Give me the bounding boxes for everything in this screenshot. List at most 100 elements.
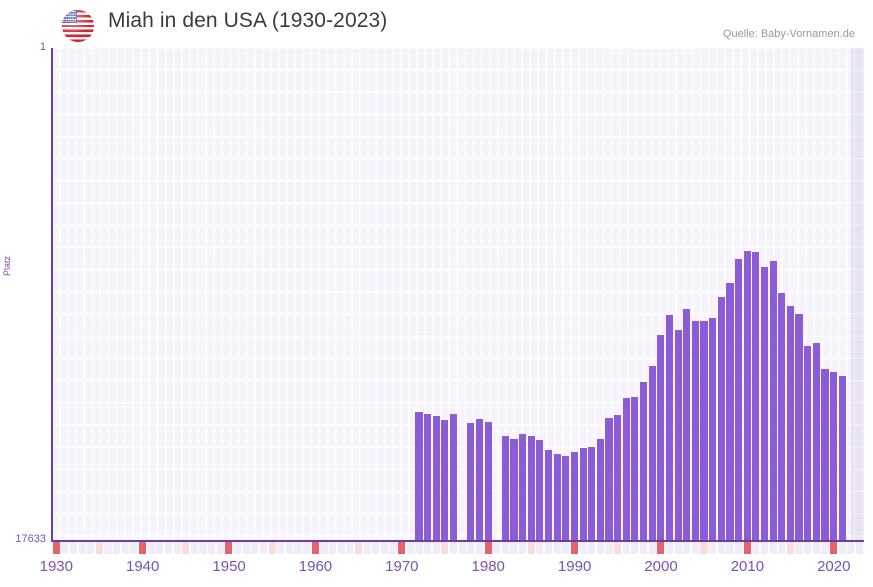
x-tick-marker xyxy=(657,542,665,554)
source-label: Quelle: Baby-Vornamen.de xyxy=(722,28,855,40)
bar[interactable] xyxy=(786,305,794,540)
x-tick-marker xyxy=(449,542,458,554)
bar[interactable] xyxy=(622,398,630,540)
bar[interactable] xyxy=(579,447,587,540)
bar[interactable] xyxy=(726,283,734,540)
bar[interactable] xyxy=(596,439,604,540)
x-tick-marker xyxy=(804,542,812,554)
bar[interactable] xyxy=(562,455,570,540)
bar[interactable] xyxy=(432,416,440,540)
bar[interactable] xyxy=(588,447,596,540)
x-tick-marker xyxy=(510,542,518,554)
x-tick-marker xyxy=(769,542,777,554)
x-tick-marker xyxy=(234,542,242,554)
bar[interactable] xyxy=(553,453,561,540)
bar[interactable] xyxy=(674,329,682,540)
bar[interactable] xyxy=(510,439,518,540)
bar[interactable] xyxy=(760,266,769,540)
x-axis-line xyxy=(51,540,864,542)
x-tick-marker xyxy=(87,542,95,554)
bar[interactable] xyxy=(743,251,751,540)
x-tick-marker xyxy=(493,542,501,554)
bar[interactable] xyxy=(709,318,717,540)
x-tick-marker xyxy=(208,542,216,554)
x-axis-tick-label: 2000 xyxy=(644,558,678,575)
x-tick-marker xyxy=(156,542,164,554)
bar[interactable] xyxy=(570,452,579,540)
x-tick-marker xyxy=(147,542,155,554)
x-tick-marker xyxy=(415,542,423,554)
x-tick-marker xyxy=(190,542,198,554)
bar[interactable] xyxy=(769,260,777,540)
bar[interactable] xyxy=(640,381,648,540)
bar[interactable] xyxy=(838,375,846,540)
bar[interactable] xyxy=(484,422,492,540)
bar[interactable] xyxy=(778,292,786,540)
bar[interactable] xyxy=(648,365,656,540)
x-tick-marker xyxy=(121,542,129,554)
x-tick-marker xyxy=(458,542,466,554)
bar[interactable] xyxy=(424,414,432,540)
x-tick-marker xyxy=(683,542,691,554)
x-tick-marker xyxy=(536,542,544,554)
bar[interactable] xyxy=(665,315,674,540)
bar[interactable] xyxy=(527,435,535,540)
bar[interactable] xyxy=(717,296,725,540)
x-tick-marker xyxy=(631,542,639,554)
bar[interactable] xyxy=(683,309,691,540)
x-tick-marker xyxy=(138,542,147,554)
bar[interactable] xyxy=(501,436,509,540)
bar-series xyxy=(52,48,864,540)
x-tick-marker xyxy=(69,542,77,554)
x-tick-marker xyxy=(372,542,380,554)
x-tick-marker xyxy=(441,542,449,554)
bar[interactable] xyxy=(804,345,812,540)
x-tick-marker xyxy=(588,542,596,554)
x-tick-marker xyxy=(648,542,656,554)
bar[interactable] xyxy=(631,397,639,540)
x-tick-marker xyxy=(760,542,769,554)
bar[interactable] xyxy=(605,417,613,540)
bar[interactable] xyxy=(519,434,527,540)
bar[interactable] xyxy=(657,334,665,540)
bar[interactable] xyxy=(830,372,838,540)
x-axis-tick-label: 1950 xyxy=(212,558,246,575)
y-axis-title: Platz xyxy=(2,255,12,276)
bar[interactable] xyxy=(691,320,699,540)
bar[interactable] xyxy=(441,419,449,540)
bar[interactable] xyxy=(475,419,483,540)
x-tick-marker xyxy=(544,542,553,554)
x-tick-marker xyxy=(691,542,699,554)
page-title: Miah in den USA (1930-2023) xyxy=(108,9,388,32)
bar[interactable] xyxy=(821,368,829,540)
x-tick-marker xyxy=(475,542,483,554)
bar[interactable] xyxy=(795,314,803,540)
bar[interactable] xyxy=(812,342,820,540)
bar[interactable] xyxy=(415,412,423,540)
x-tick-marker xyxy=(726,542,734,554)
bar[interactable] xyxy=(614,414,622,540)
x-tick-marker xyxy=(311,542,319,554)
x-tick-marker xyxy=(251,542,259,554)
x-tick-marker xyxy=(61,542,69,554)
bar[interactable] xyxy=(536,439,544,540)
bar[interactable] xyxy=(467,422,475,540)
bar[interactable] xyxy=(449,413,458,540)
x-tick-marker xyxy=(717,542,725,554)
bar[interactable] xyxy=(752,251,760,540)
x-axis-tick-label: 1970 xyxy=(385,558,419,575)
x-tick-marker xyxy=(303,542,311,554)
bar[interactable] xyxy=(735,258,743,540)
bar[interactable] xyxy=(700,320,708,540)
x-tick-marker xyxy=(527,542,535,554)
x-tick-marker xyxy=(337,542,345,554)
x-tick-marker xyxy=(519,542,527,554)
bar[interactable] xyxy=(544,449,553,540)
x-tick-marker xyxy=(786,542,794,554)
x-tick-marker xyxy=(579,542,587,554)
x-tick-marker xyxy=(484,542,492,554)
x-tick-marker xyxy=(320,542,328,554)
x-axis-tick-label: 1980 xyxy=(471,558,505,575)
x-tick-marker xyxy=(113,542,121,554)
x-tick-marker xyxy=(700,542,708,554)
